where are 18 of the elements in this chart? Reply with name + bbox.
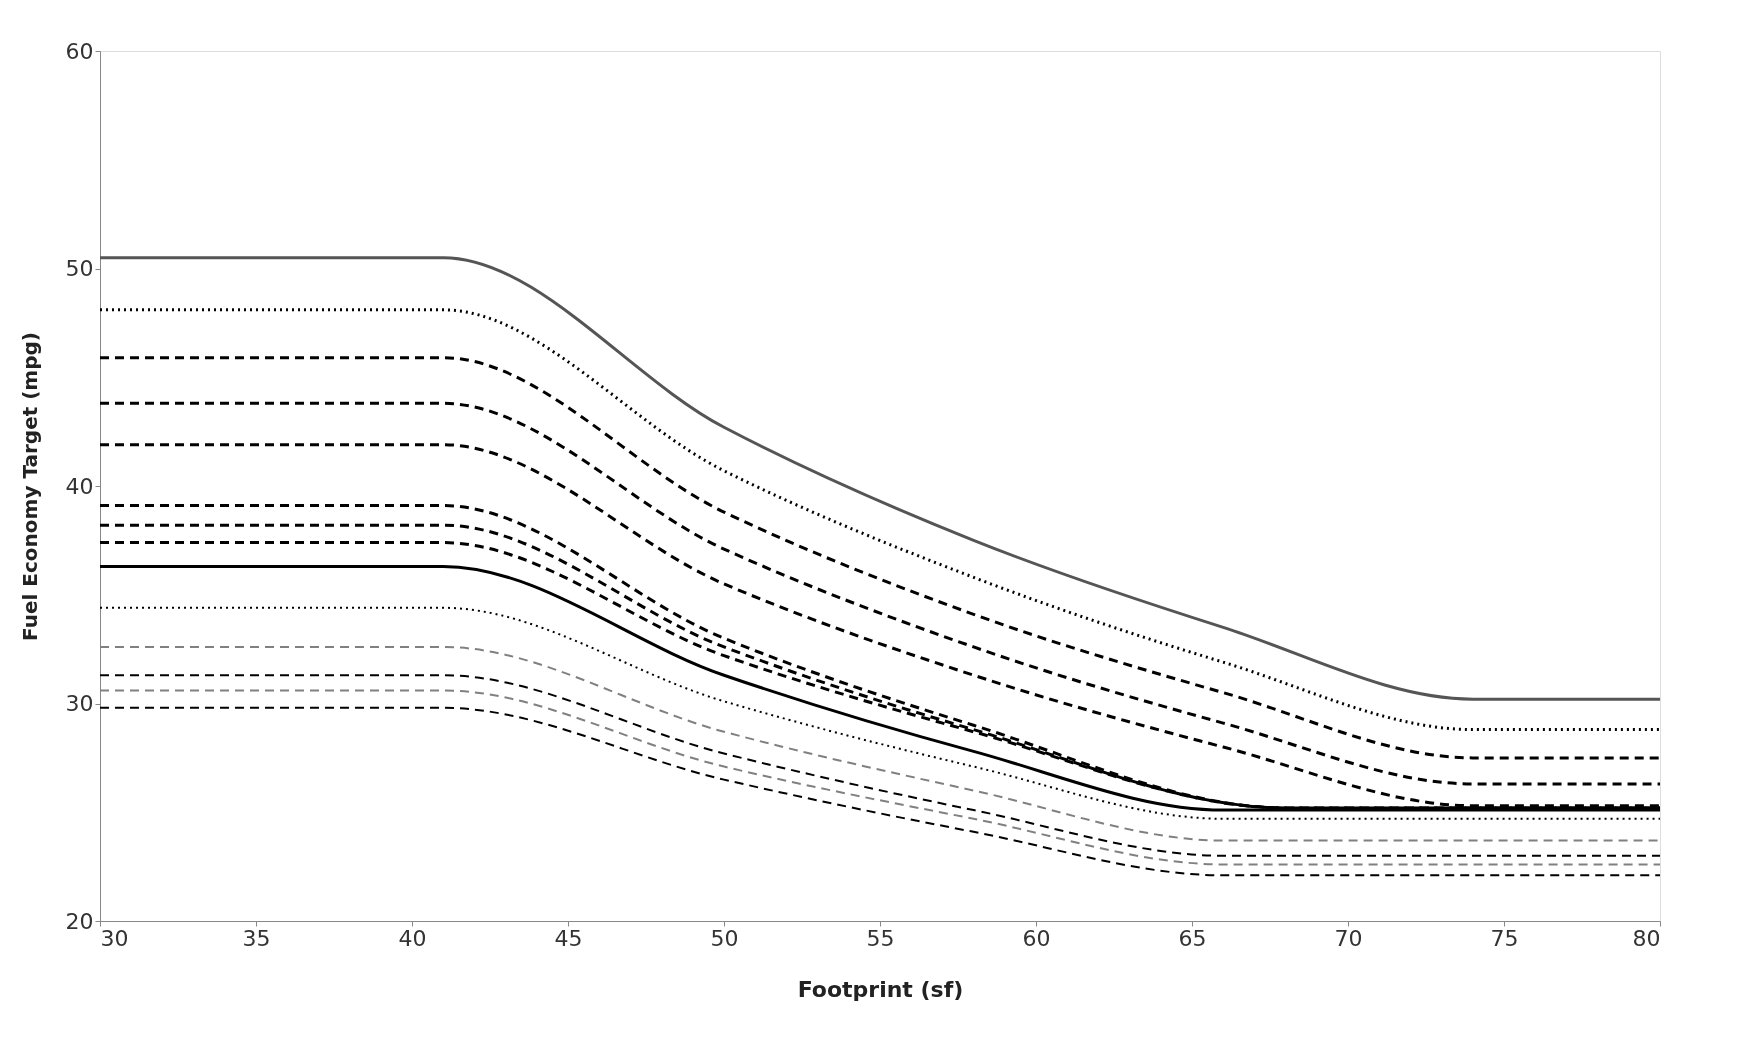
y-tick-label: 40 [65, 473, 94, 499]
y-tick-label: 20 [65, 908, 94, 934]
x-tick-label: 55 [866, 925, 895, 951]
x-tick-label: 40 [398, 925, 427, 951]
x-tick-label: 30 [100, 925, 129, 951]
y-tick-label: 30 [65, 691, 94, 716]
y-tick-label: 50 [65, 256, 94, 281]
y-axis-title: Fuel Economy Target (mpg) [17, 332, 42, 641]
x-tick-label: 80 [1632, 925, 1661, 951]
x-tick-label: 70 [1334, 925, 1363, 951]
x-tick-label: 65 [1178, 925, 1207, 951]
x-tick-label: 50 [710, 925, 739, 951]
x-tick-label: 60 [1022, 925, 1051, 951]
x-tick-label: 75 [1490, 925, 1519, 951]
x-tick-label: 45 [554, 925, 583, 951]
y-tick-label: 60 [65, 38, 94, 64]
x-tick-label: 35 [242, 925, 271, 951]
x-axis-title: Footprint (sf) [797, 976, 964, 1002]
